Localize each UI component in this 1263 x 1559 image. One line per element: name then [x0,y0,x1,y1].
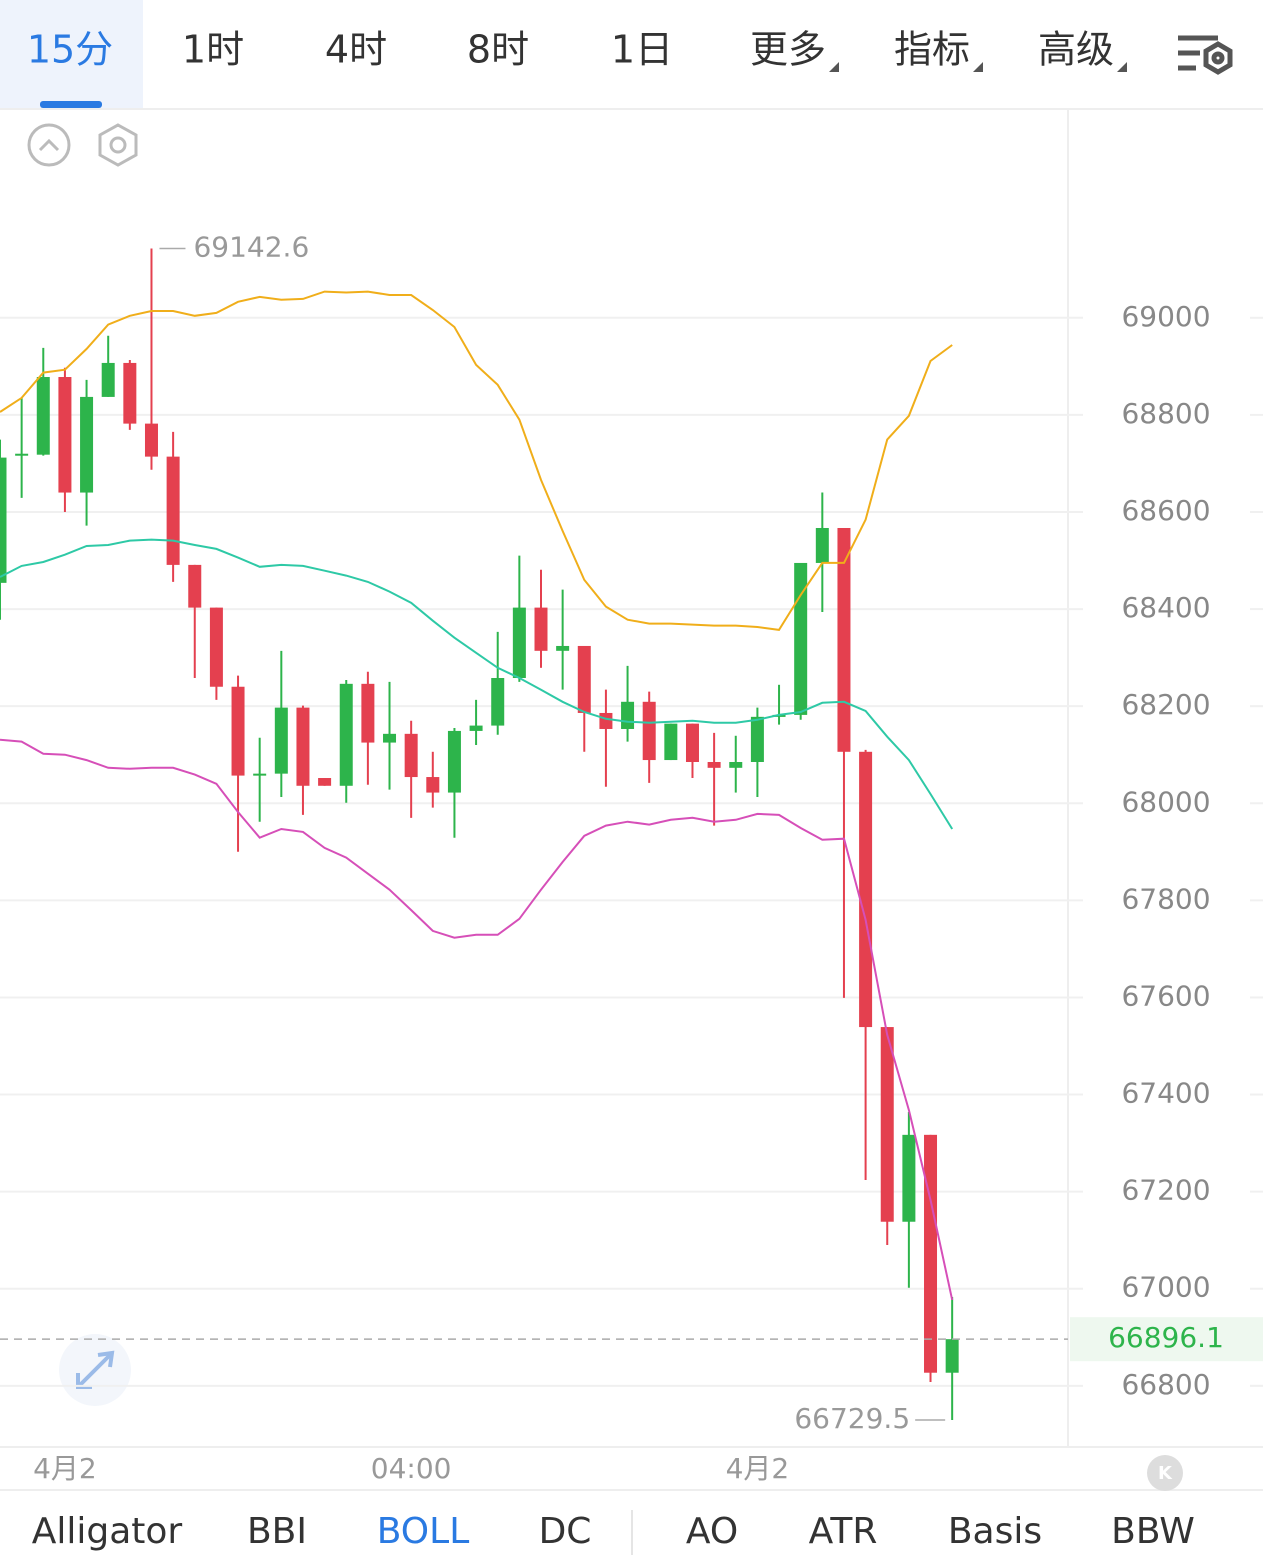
candle-body [664,723,678,761]
candle-body [491,678,505,726]
candle-body [880,1027,894,1222]
candle-body [404,733,418,778]
tab[interactable]: 8时 [467,28,529,72]
collapse-icon[interactable] [27,123,71,167]
tab[interactable]: 15分 [27,28,113,72]
y-tick-label: 67000 [1121,1271,1210,1304]
settings-icon[interactable] [1178,35,1233,75]
active-tab-bg [0,0,143,108]
candle-body [859,751,873,1028]
y-tick-label: 68600 [1121,494,1210,527]
candle-body [750,716,764,762]
candle-body [642,701,656,761]
last-price-bg [1070,1317,1263,1362]
y-tick-label: 67800 [1121,882,1210,915]
candle-body [339,683,353,786]
boll-line [0,738,954,1301]
last-price-label: 66896.1 [1108,1321,1224,1354]
tab[interactable]: 高级 [1038,28,1114,72]
dropdown-triangle [973,62,983,72]
candle-body [707,761,721,768]
y-tick-label: 68000 [1121,785,1210,818]
indicator-tab[interactable]: BOLL [377,1511,470,1552]
candle-body [36,377,50,455]
boll-line [0,290,953,631]
indicator-tab[interactable]: BBW [1111,1511,1195,1552]
x-tick-label: 04:00 [371,1452,452,1485]
indicator-tab[interactable]: DC [539,1511,592,1552]
candle-body [837,527,851,752]
toolbar [0,0,1263,108]
candle-body [101,362,115,397]
candle-body [144,423,158,457]
candle-body [318,778,332,786]
indicator-tab[interactable]: Alligator [32,1511,183,1552]
dropdown-triangle [1117,62,1127,72]
candle-body [621,701,635,729]
settings-hex[interactable] [98,123,138,167]
candle-body [0,457,7,583]
tab[interactable]: 1时 [182,28,244,72]
indicator-tab[interactable]: ATR [809,1511,878,1552]
candle-body [166,456,180,565]
candle-body [534,607,548,651]
candle-body [512,607,526,679]
y-tick-label: 66800 [1121,1368,1210,1401]
candle-body [80,396,94,493]
candle-body [123,362,137,424]
k-icon[interactable]: K [1147,1455,1183,1491]
candle-body [253,773,267,776]
candle-body [794,562,808,715]
indicator-tab[interactable]: BBI [247,1511,307,1552]
candle-body [556,645,570,651]
tab[interactable]: 1日 [611,28,673,72]
tab[interactable]: 4时 [325,28,387,72]
candle-body [188,564,202,608]
y-tick-label: 68200 [1121,688,1210,721]
candle-body [945,1339,959,1373]
tab[interactable]: 更多 [750,28,826,72]
x-tick-label: 4月2 [33,1452,97,1485]
candle-body [729,761,743,768]
y-tick-label: 68800 [1121,397,1210,430]
candle-body [361,683,375,743]
dropdown-triangle [829,62,839,72]
y-tick-label: 67200 [1121,1174,1210,1207]
candle-body [685,723,699,762]
svg-text:K: K [1158,1463,1173,1484]
candle-body [426,777,440,793]
tab[interactable]: 指标 [894,28,970,72]
candle-body [383,733,397,743]
candle-body [15,453,29,456]
active-tab-underline [40,101,102,108]
candle-body [577,645,591,713]
candle-body [902,1134,916,1222]
expand-icon[interactable] [59,1334,131,1406]
min-label: 66729.5 [794,1402,910,1435]
indicator-tab[interactable]: AO [686,1511,738,1552]
candle-body [209,607,223,687]
y-tick-label: 68400 [1121,591,1210,624]
max-label: 69142.6 [193,231,309,264]
candle-body [296,707,310,786]
candle-body [599,712,613,729]
candle-body [274,707,288,774]
indicator-tab[interactable]: Basis [948,1511,1042,1552]
candle-body [447,730,461,793]
y-tick-label: 67400 [1121,1077,1210,1110]
boll-line [0,538,954,830]
candle-body [231,686,245,776]
candle-body [815,527,829,563]
candle-body [469,725,483,731]
x-tick-label: 4月2 [726,1452,790,1485]
candle-body [58,377,72,493]
candle-body [924,1134,938,1373]
y-tick-label: 69000 [1121,300,1210,333]
y-tick-label: 67600 [1121,979,1210,1012]
